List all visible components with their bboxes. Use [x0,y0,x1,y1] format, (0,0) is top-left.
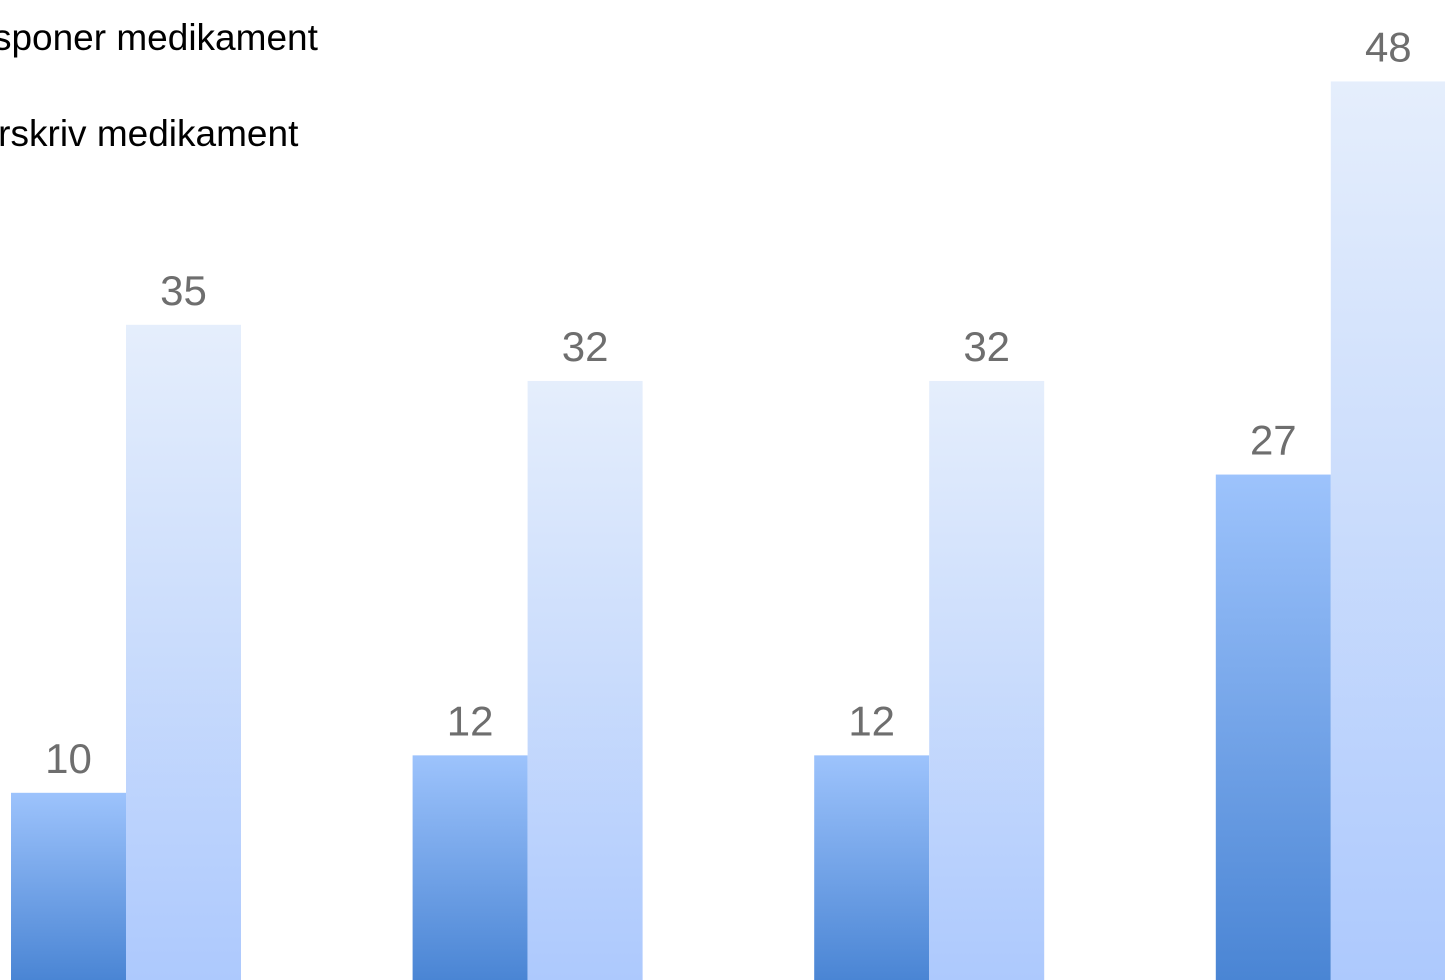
bar-series-0-category-1 [412,755,528,980]
bar-series-0-category-2 [814,755,930,980]
data-label-series-1-category-2: 32 [963,323,1010,370]
legend-entry-series-1: Forskriv medikament [0,113,299,154]
bar-series-1-category-1 [527,380,643,980]
data-label-series-1-category-1: 32 [562,323,609,370]
legend: Disponer medikament Forskriv medikament [0,17,319,154]
data-label-series-1-category-0: 35 [160,267,207,314]
data-label-series-0-category-3: 27 [1250,417,1297,464]
legend-entry-series-0: Disponer medikament [0,17,319,58]
data-label-series-0-category-1: 12 [447,697,494,744]
bar-series-0-category-0 [11,792,126,980]
data-label-series-0-category-2: 12 [848,697,895,744]
data-label-series-1-category-3: 48 [1365,23,1412,70]
bar-series-1-category-0 [126,324,241,980]
bars-group [11,81,1445,980]
bar-series-1-category-3 [1330,81,1445,980]
bar-series-0-category-3 [1215,474,1331,980]
bar-series-1-category-2 [929,380,1045,980]
data-label-series-0-category-0: 10 [45,735,92,782]
data-labels-group: 10 12 12 27 35 32 32 48 [45,23,1412,781]
